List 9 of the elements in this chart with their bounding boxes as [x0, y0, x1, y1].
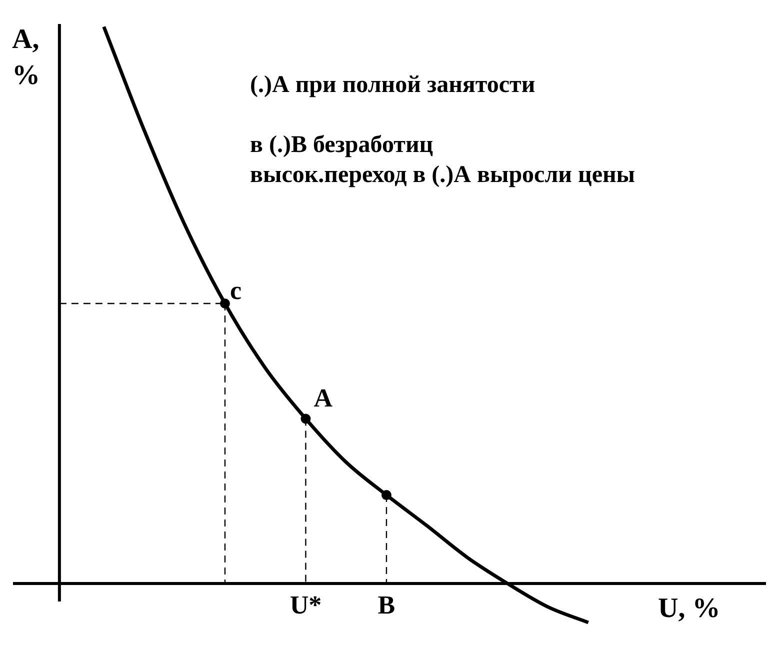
x-tick-label: B	[378, 590, 396, 620]
annotation: высок.переход в (.)А выросли цены	[250, 161, 636, 190]
annotation: A	[314, 383, 333, 412]
annotation: в (.)В безработиц	[250, 131, 434, 160]
y-axis-title: A, %	[12, 23, 41, 93]
annotation: c	[230, 276, 242, 306]
x-axis-title: U, %	[658, 593, 720, 625]
x-tick-label: U*	[290, 590, 322, 620]
annotation: (.)А при полной занятости	[250, 71, 536, 100]
